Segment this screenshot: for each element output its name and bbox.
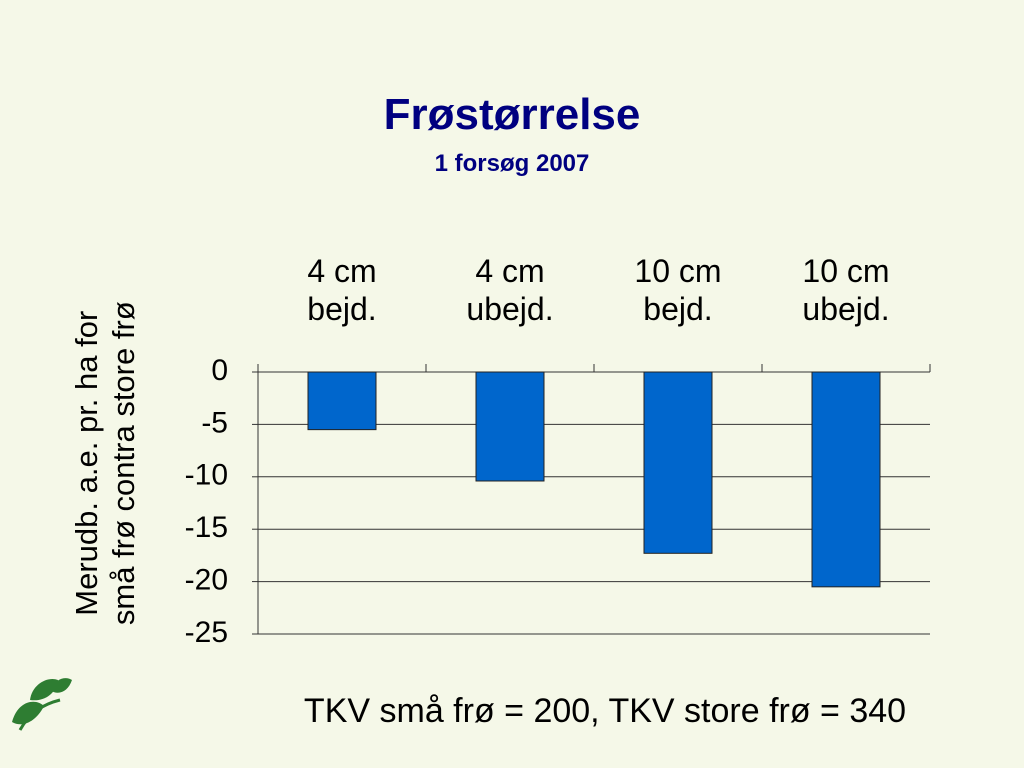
y-tick-label: -25 bbox=[185, 616, 228, 649]
y-tick-label: -10 bbox=[185, 459, 228, 492]
x-tick-label: 10 cm bejd. bbox=[634, 253, 722, 328]
annotation: TKV små frø = 200, TKV store frø = 340 bbox=[303, 692, 907, 730]
chart-subtitle: 1 forsøg 2007 bbox=[434, 150, 590, 177]
x-tick-label: 4 cm ubejd. bbox=[466, 253, 554, 328]
bar bbox=[643, 371, 713, 554]
bar bbox=[475, 371, 545, 482]
x-tick-label: 4 cm bejd. bbox=[307, 253, 377, 328]
y-tick-label: -5 bbox=[201, 406, 228, 439]
y-tick-label: -20 bbox=[185, 564, 228, 597]
bar bbox=[811, 371, 881, 588]
y-tick-label: -15 bbox=[185, 511, 228, 544]
logo bbox=[12, 678, 72, 731]
x-tick-label: 10 cm ubejd. bbox=[802, 253, 890, 328]
chart-title: Frøstørrelse bbox=[383, 90, 641, 139]
bar bbox=[307, 371, 377, 431]
y-tick-label: 0 bbox=[211, 354, 228, 387]
